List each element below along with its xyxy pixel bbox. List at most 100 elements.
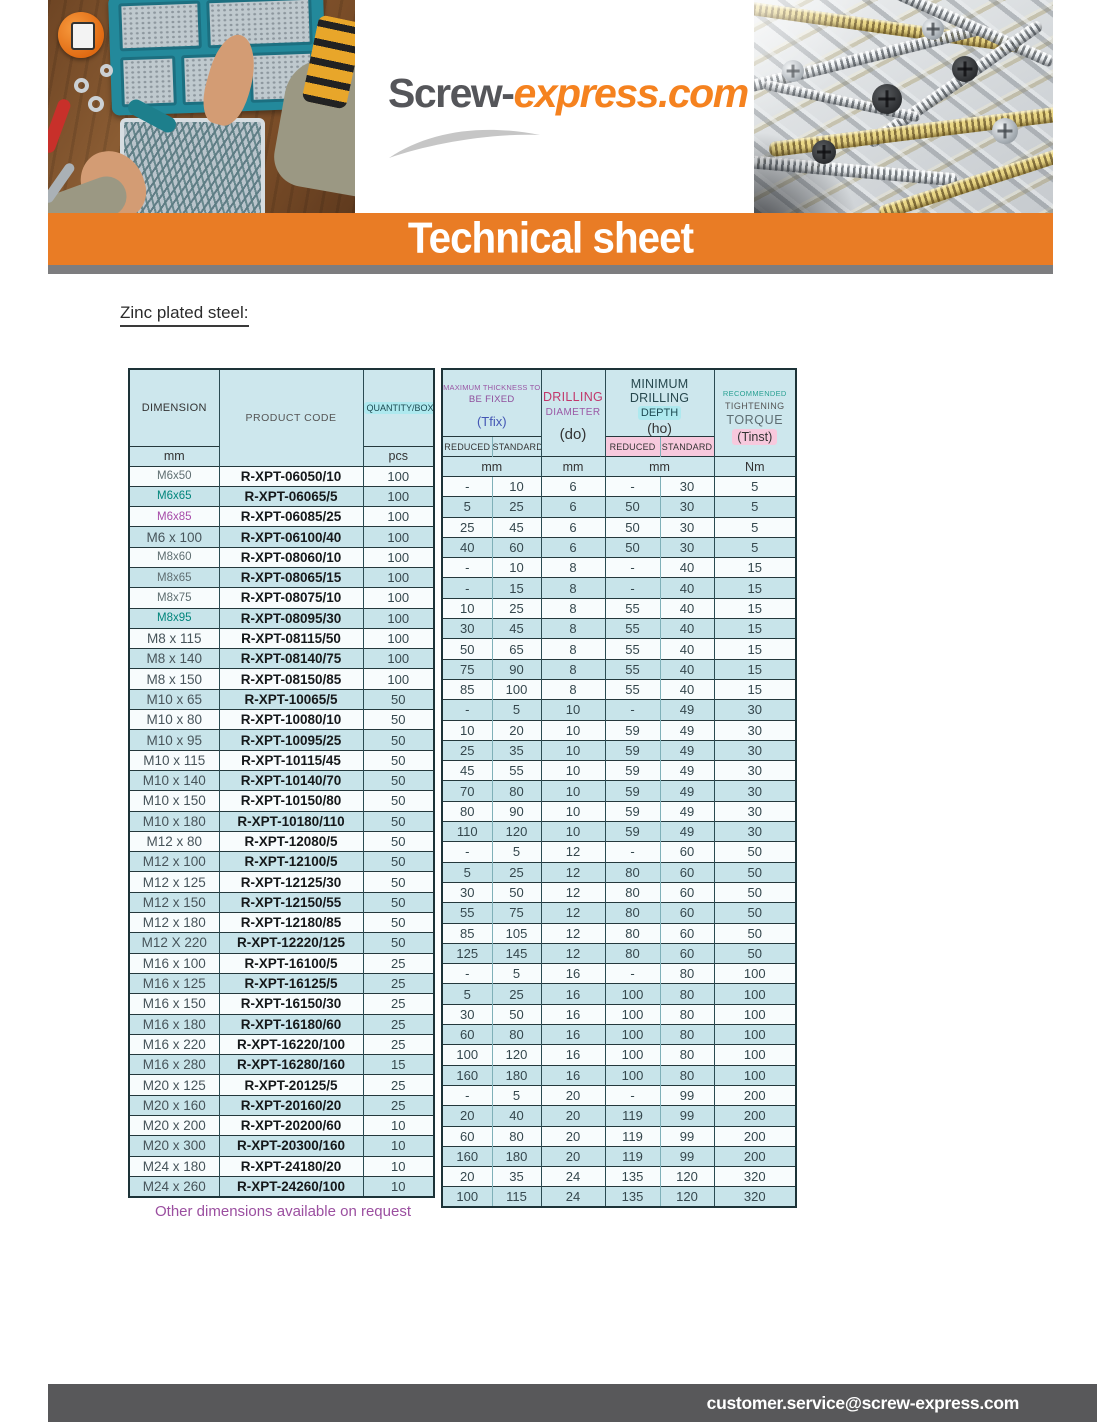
photo-screw-head (922, 18, 944, 40)
dimension-cell: M6x85 (128, 506, 219, 527)
tfix-reduced-cell: 40 (441, 536, 492, 558)
tfix-reduced-cell: 110 (441, 821, 492, 842)
depth-standard-cell: 30 (659, 516, 715, 538)
depth-reduced-cell: 135 (604, 1166, 661, 1187)
depth-reduced-cell: 50 (604, 516, 661, 538)
tfix-standard-cell: 90 (491, 800, 542, 822)
quantity-cell: 50 (362, 769, 434, 791)
torque-cell: 50 (713, 861, 797, 883)
dimension-cell: M6 x 100 (128, 526, 219, 548)
tfix-reduced-cell: 75 (441, 658, 492, 680)
table-row: M8 x 140 R-XPT-08140/75 100 (128, 648, 434, 669)
drill-diameter-cell: 8 (540, 658, 606, 680)
banner-divider (48, 265, 1053, 274)
torque-cell: 30 (713, 719, 797, 741)
depth-standard-cell: 30 (659, 496, 715, 518)
unit-mm: mm (604, 456, 715, 477)
header-drilling-diameter: DRILLING DIAMETER (do) (540, 368, 606, 457)
dimension-cell: M10 x 180 (128, 810, 219, 832)
dimension-cell: M24 x 260 (128, 1175, 219, 1197)
depth-reduced-cell: 100 (604, 1064, 661, 1086)
tfix-standard-cell: 115 (491, 1186, 542, 1208)
drill-diameter-cell: 12 (540, 902, 606, 924)
drilling-line1: DRILLING (542, 390, 604, 404)
torque-line2: TIGHTENING (725, 401, 785, 411)
quantity-cell: 50 (362, 688, 434, 710)
depth-standard-cell: 49 (659, 821, 715, 842)
tfix-standard-cell: 25 (491, 597, 542, 619)
depth-standard-cell: 99 (659, 1145, 715, 1167)
quantity-cell: 25 (362, 1013, 434, 1035)
table-row: M16 x 220 R-XPT-16220/100 25 (128, 1033, 434, 1055)
tfix-reduced-cell: 30 (441, 618, 492, 639)
table-row: M12 x 125 R-XPT-12125/30 50 (128, 871, 434, 893)
depth-standard-cell: 40 (659, 597, 715, 619)
tfix-reduced-cell: 25 (441, 739, 492, 761)
product-code-cell: R-XPT-16150/30 (218, 993, 363, 1015)
quantity-cell: 10 (362, 1155, 434, 1177)
depth-reduced-cell: 119 (604, 1125, 661, 1147)
photo-washer (100, 64, 113, 77)
tfix-standard-cell: 10 (491, 475, 542, 497)
table-row: M12 X 220 R-XPT-12220/125 50 (128, 932, 434, 954)
product-code-cell: R-XPT-20125/5 (218, 1074, 363, 1096)
tfix-reduced-cell: 60 (441, 1125, 492, 1147)
quantity-cell: 100 (362, 485, 434, 507)
table-row: 160 180 20 119 99 200 (441, 1145, 797, 1167)
product-code-cell: R-XPT-20300/160 (218, 1135, 363, 1157)
product-code-cell: R-XPT-10080/10 (218, 709, 363, 730)
dimension-cell: M8x60 (128, 546, 219, 568)
photo-washer (88, 96, 104, 112)
quantity-cell: 25 (362, 1033, 434, 1055)
table-row: 70 80 10 59 49 30 (441, 780, 797, 802)
tfix-reduced-cell: - (441, 1084, 492, 1106)
banner-title: Technical sheet (407, 213, 694, 262)
table-row: 30 45 8 55 40 15 (441, 618, 797, 639)
drill-diameter-cell: 12 (540, 942, 606, 964)
depth-reduced-cell: 59 (604, 760, 661, 781)
subheader-tfix-standard: STANDARD (491, 436, 542, 457)
table-row: 60 80 16 100 80 100 (441, 1024, 797, 1045)
table-row: M6x65 R-XPT-06065/5 100 (128, 485, 434, 507)
product-code-cell: R-XPT-10095/25 (218, 729, 363, 751)
photo-box-cell (118, 0, 202, 52)
drill-diameter-cell: 12 (540, 881, 606, 903)
table-row: -5 12-60 50 (441, 841, 797, 863)
product-code-cell: R-XPT-16125/5 (218, 972, 363, 994)
torque-cell: 100 (713, 963, 797, 984)
drill-diameter-cell: 24 (540, 1186, 606, 1208)
header-max-thickness: MAXIMUM THICKNESS TO BE FIXED (Tfix) (441, 368, 542, 437)
tfix-standard-cell: 80 (491, 780, 542, 802)
depth-reduced-cell: 80 (604, 902, 661, 924)
depth-standard-cell: 99 (659, 1125, 715, 1147)
table-row: M20 x 125 R-XPT-20125/5 25 (128, 1074, 434, 1096)
table-row: 5 25 12 80 60 50 (441, 861, 797, 883)
product-code-cell: R-XPT-08065/15 (218, 566, 363, 588)
depth-standard-cell: 40 (659, 678, 715, 700)
product-code-cell: R-XPT-06065/5 (218, 485, 363, 507)
header-quantity-box: QUANTITY/BOX (362, 368, 434, 446)
drill-diameter-cell: 6 (540, 496, 606, 518)
torque-cell: 30 (713, 800, 797, 822)
product-code-cell: R-XPT-24180/20 (218, 1155, 363, 1177)
dimension-cell: M12 x 80 (128, 830, 219, 852)
drill-diameter-cell: 8 (540, 577, 606, 599)
dimension-cell: M12 x 180 (128, 912, 219, 933)
quantity-cell: 50 (362, 932, 434, 954)
dimension-cell: M8 x 150 (128, 668, 219, 690)
drill-diameter-cell: 10 (540, 760, 606, 781)
photo-box-cell (206, 0, 313, 49)
tfix-reduced-cell: - (441, 841, 492, 863)
tfix-standard-cell: 40 (491, 1105, 542, 1126)
tfix-reduced-cell: 20 (441, 1105, 492, 1126)
product-code-cell: R-XPT-06100/40 (218, 526, 363, 548)
tfix-standard-cell: 55 (491, 760, 542, 781)
depth-standard-cell: 49 (659, 739, 715, 761)
product-code-cell: R-XPT-08075/10 (218, 587, 363, 609)
tfix-reduced-cell: 60 (441, 1024, 492, 1045)
tfix-standard-cell: 60 (491, 536, 542, 558)
torque-cell: 15 (713, 577, 797, 599)
product-code-cell: R-XPT-08150/85 (218, 668, 363, 690)
unit-mm: mm (540, 456, 606, 477)
quantity-cell: 10 (362, 1114, 434, 1136)
